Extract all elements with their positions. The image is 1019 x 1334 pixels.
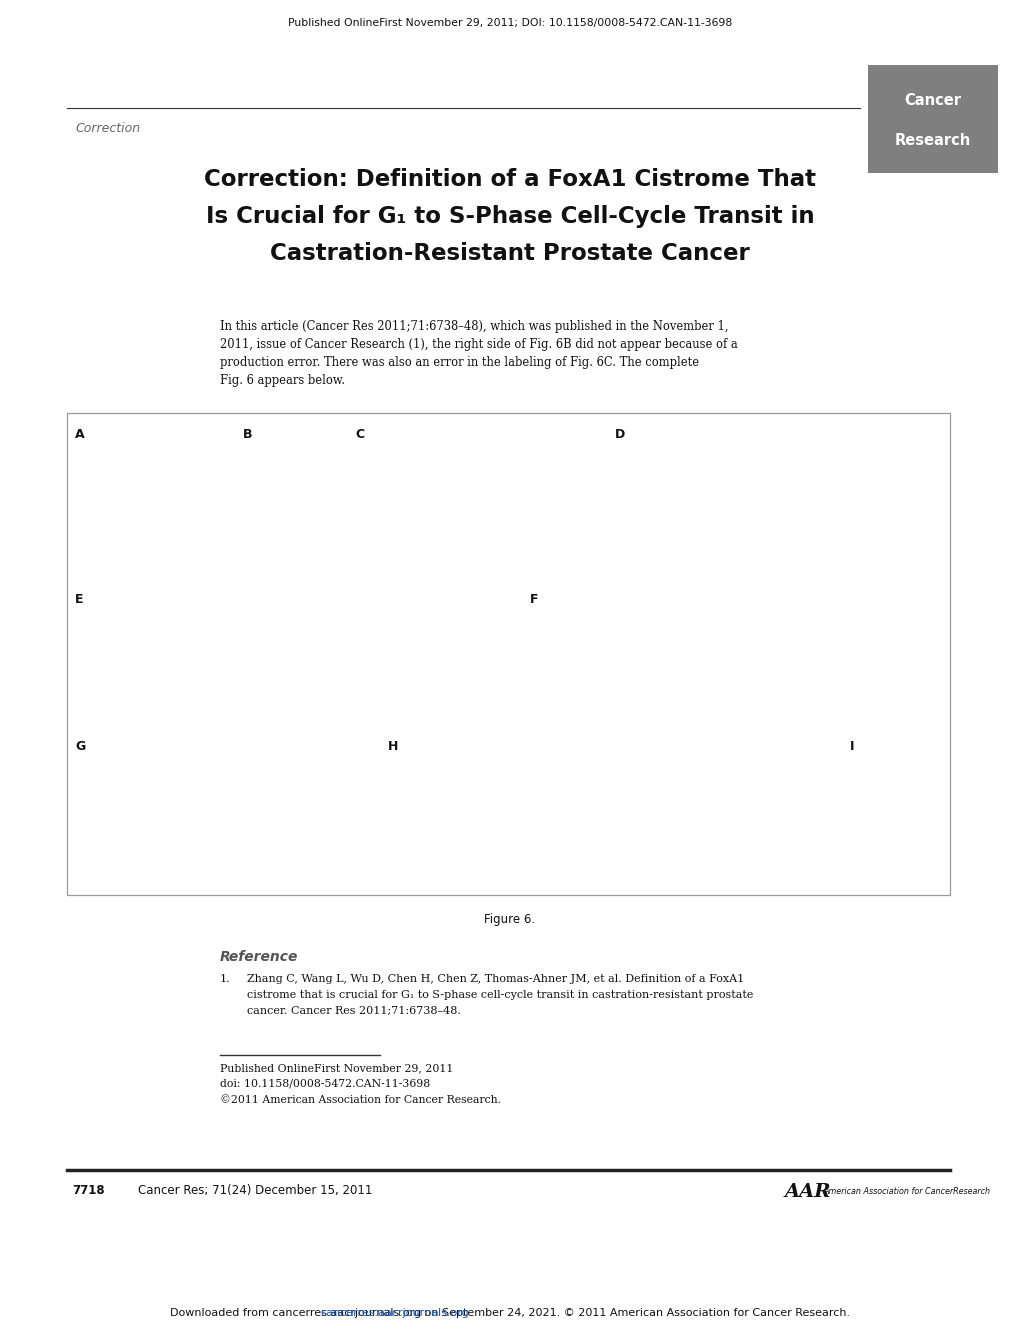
Text: A: A xyxy=(75,428,85,442)
Bar xyxy=(67,414,949,895)
Text: ©2011 American Association for Cancer Research.: ©2011 American Association for Cancer Re… xyxy=(220,1095,500,1105)
Text: production error. There was also an error in the labeling of Fig. 6C. The comple: production error. There was also an erro… xyxy=(220,356,698,370)
Text: 1.: 1. xyxy=(220,974,230,984)
Text: AAR: AAR xyxy=(785,1183,830,1201)
Text: cistrome that is crucial for G₁ to S-phase cell-cycle transit in castration-resi: cistrome that is crucial for G₁ to S-pha… xyxy=(247,990,753,1000)
Text: Downloaded from cancerres.aacrjournals.org on September 24, 2021. © 2011 America: Downloaded from cancerres.aacrjournals.o… xyxy=(170,1309,849,1318)
Text: 2011, issue of Cancer Research (1), the right side of Fig. 6B did not appear bec: 2011, issue of Cancer Research (1), the … xyxy=(220,338,737,351)
Text: E: E xyxy=(75,594,84,606)
Text: In this article (Cancer Res 2011;71:6738–48), which was published in the Novembe: In this article (Cancer Res 2011;71:6738… xyxy=(220,320,728,334)
Text: Zhang C, Wang L, Wu D, Chen H, Chen Z, Thomas-Ahner JM, et al. Definition of a F: Zhang C, Wang L, Wu D, Chen H, Chen Z, T… xyxy=(247,974,744,984)
Bar xyxy=(867,65,997,173)
Text: Research: Research xyxy=(894,133,970,148)
Text: Cancer: Cancer xyxy=(904,93,961,108)
Text: doi: 10.1158/0008-5472.CAN-11-3698: doi: 10.1158/0008-5472.CAN-11-3698 xyxy=(220,1079,430,1089)
Text: D: D xyxy=(614,428,625,442)
Text: Fig. 6 appears below.: Fig. 6 appears below. xyxy=(220,374,344,387)
Text: cancer. Cancer Res 2011;71:6738–48.: cancer. Cancer Res 2011;71:6738–48. xyxy=(247,1006,461,1017)
Text: G: G xyxy=(75,740,86,752)
Text: Published OnlineFirst November 29, 2011: Published OnlineFirst November 29, 2011 xyxy=(220,1063,452,1073)
Text: H: H xyxy=(387,740,398,752)
Text: Published OnlineFirst November 29, 2011; DOI: 10.1158/0008-5472.CAN-11-3698: Published OnlineFirst November 29, 2011;… xyxy=(287,17,732,28)
Text: Cancer Res; 71(24) December 15, 2011: Cancer Res; 71(24) December 15, 2011 xyxy=(138,1185,372,1197)
Text: cancerres.aacrjournals.org: cancerres.aacrjournals.org xyxy=(320,1309,469,1318)
Text: I: I xyxy=(849,740,854,752)
Text: F: F xyxy=(530,594,538,606)
Text: Reference: Reference xyxy=(220,950,299,964)
Text: C: C xyxy=(355,428,364,442)
Text: American Association for CancerResearch: American Association for CancerResearch xyxy=(822,1187,989,1197)
Text: 7718: 7718 xyxy=(72,1185,105,1197)
Text: Castration-Resistant Prostate Cancer: Castration-Resistant Prostate Cancer xyxy=(270,241,749,265)
Text: Correction: Correction xyxy=(75,121,140,135)
Text: Correction: Definition of a FoxA1 Cistrome That: Correction: Definition of a FoxA1 Cistro… xyxy=(204,168,815,191)
Text: Is Crucial for G₁ to S-Phase Cell-Cycle Transit in: Is Crucial for G₁ to S-Phase Cell-Cycle … xyxy=(206,205,813,228)
Text: B: B xyxy=(243,428,253,442)
Text: Figure 6.: Figure 6. xyxy=(484,912,535,926)
